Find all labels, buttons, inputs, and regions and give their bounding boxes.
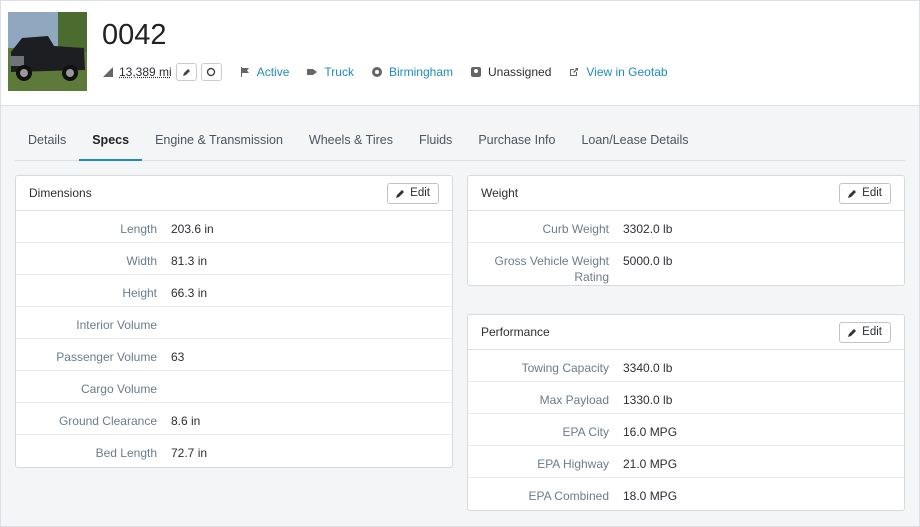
panel: Weight Edit Curb Weight 3302.0 lb Gross Vehi… xyxy=(467,175,905,286)
panel: Performance Edit Towing Capacity 3340.0 lb M… xyxy=(467,314,905,511)
spec-row: Width 81.3 in xyxy=(16,243,452,275)
spec-row: Towing Capacity 3340.0 lb xyxy=(468,350,904,382)
tab[interactable]: Fluids xyxy=(418,133,453,147)
odometer-icon xyxy=(103,67,113,77)
refresh[interactable] xyxy=(200,63,222,81)
panel-header: Dimensions Edit xyxy=(16,176,452,211)
spec-label: Interior Volume xyxy=(76,318,157,332)
spec-value: 21.0 MPG xyxy=(623,457,678,471)
spec-label: Ground Clearance xyxy=(58,414,157,428)
spec-label: Curb Weight xyxy=(542,222,609,236)
spec-row: Curb Weight 3302.0 lb xyxy=(468,211,904,243)
spec-label: Bed Length xyxy=(95,446,157,460)
assignment-text: Unassigned xyxy=(488,65,552,79)
spec-row: Interior Volume xyxy=(16,307,452,339)
type-text: Truck xyxy=(324,65,354,79)
panel-title: Performance xyxy=(481,325,550,339)
spec-row: Length 203.6 in xyxy=(16,211,452,243)
spec-value: 81.3 in xyxy=(171,254,208,268)
spec-label: Gross Vehicle Weight Rating xyxy=(494,254,610,284)
spec-row: Max Payload 1330.0 lb xyxy=(468,382,904,414)
edit-label: Edit xyxy=(410,187,430,199)
spec-value: 66.3 in xyxy=(171,286,208,300)
tab[interactable]: Purchase Info xyxy=(478,133,556,147)
spec-row: EPA Combined 18.0 MPG xyxy=(468,478,904,510)
spec-value: 18.0 MPG xyxy=(623,489,678,503)
panel-header: Weight Edit xyxy=(468,176,904,211)
pencil-icon xyxy=(848,189,857,198)
status[interactable]: Active xyxy=(240,65,290,79)
spec-value: 1330.0 lb xyxy=(623,393,673,407)
spec-row: Bed Length 72.7 in xyxy=(16,435,452,467)
panel-title: Dimensions xyxy=(29,186,92,200)
spec-label: EPA Combined xyxy=(528,489,610,503)
spec-label: Max Payload xyxy=(539,393,609,407)
panel-title: Weight xyxy=(481,186,519,200)
tab[interactable]: Wheels & Tires xyxy=(308,133,393,147)
link-text: View in Geotab xyxy=(586,65,668,79)
spec-value: 63 xyxy=(171,350,185,364)
assignment[interactable]: Unassigned xyxy=(471,65,551,79)
spec-label: Length xyxy=(120,222,157,236)
tab[interactable]: Engine & Transmission xyxy=(155,133,283,147)
spec-row: Height 66.3 in xyxy=(16,275,452,307)
tab[interactable]: Details xyxy=(28,133,67,147)
mileage-unit: mi xyxy=(159,65,172,79)
geotab-link[interactable]: View in Geotab xyxy=(569,65,668,79)
spec-label: Height xyxy=(122,286,157,300)
spec-label: Towing Capacity xyxy=(521,361,609,375)
pencil-icon xyxy=(396,189,405,198)
panel-header: Performance Edit xyxy=(468,315,904,350)
meta-bar: 13,389 mi Active Truck Birmingham Unassi… xyxy=(103,63,668,81)
vehicle-photo xyxy=(8,12,87,91)
spec-row: Ground Clearance 8.6 in xyxy=(16,403,452,435)
spec-value: 16.0 MPG xyxy=(623,425,678,439)
edit-mileage[interactable] xyxy=(175,63,197,81)
spec-label: EPA City xyxy=(562,425,609,439)
edit-button[interactable]: Edit xyxy=(387,182,439,204)
spec-label: Passenger Volume xyxy=(56,350,157,364)
spec-value: 3302.0 lb xyxy=(623,222,673,236)
tab[interactable]: Loan/Lease Details xyxy=(581,133,689,147)
pencil-icon xyxy=(848,328,857,337)
spec-row: EPA Highway 21.0 MPG xyxy=(468,446,904,478)
spec-label: Width xyxy=(126,254,157,268)
spec-label: Cargo Volume xyxy=(80,382,157,396)
edit-label: Edit xyxy=(862,326,882,338)
header: 0042 13,389 mi Active Truck Birmingham U… xyxy=(1,1,919,106)
spec-row: Passenger Volume 63 xyxy=(16,339,452,371)
spec-row: EPA City 16.0 MPG xyxy=(468,414,904,446)
spec-row: Gross Vehicle Weight Rating 5000.0 lb xyxy=(468,243,904,285)
spec-value: 72.7 in xyxy=(171,446,208,460)
status-text: Active xyxy=(256,65,290,79)
spec-label: EPA Highway xyxy=(537,457,609,471)
mileage-value: 13,389 xyxy=(119,65,156,79)
edit-label: Edit xyxy=(862,187,882,199)
location-text: Birmingham xyxy=(388,65,453,79)
panel: Dimensions Edit Length 203.6 in Width 81.3 in… xyxy=(15,175,453,468)
spec-value: 3340.0 lb xyxy=(623,361,673,375)
mileage[interactable]: 13,389 mi xyxy=(119,65,172,79)
spec-value: 8.6 in xyxy=(171,414,201,428)
spec-row: Cargo Volume xyxy=(16,371,452,403)
location[interactable]: Birmingham xyxy=(371,65,453,79)
vehicle-name: 0042 xyxy=(102,19,167,51)
tab-bar: Details Specs Engine & Transmission Wheels … xyxy=(15,129,905,161)
spec-value: 5000.0 lb xyxy=(623,254,673,268)
tab[interactable]: Specs xyxy=(79,129,143,161)
edit-button[interactable]: Edit xyxy=(839,321,891,343)
vehicle-type[interactable]: Truck xyxy=(307,65,354,79)
edit-button[interactable]: Edit xyxy=(839,182,891,204)
spec-value: 203.6 in xyxy=(171,222,214,236)
